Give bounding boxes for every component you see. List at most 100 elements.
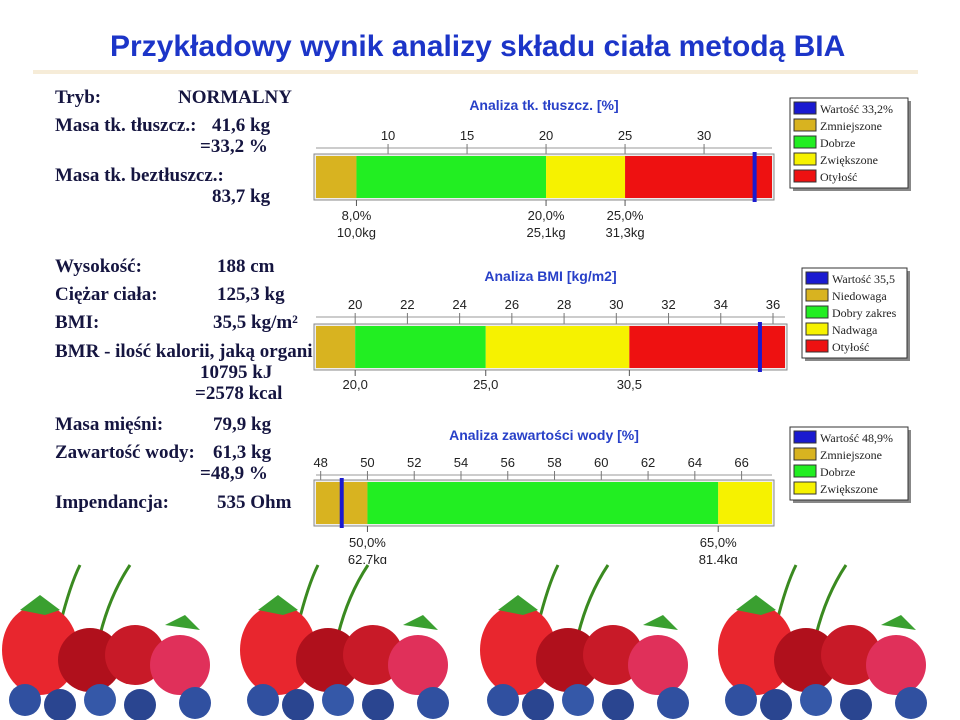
boundary-label: 31,3kg xyxy=(606,225,645,240)
legend-label: Wartość 33,2% xyxy=(820,102,893,116)
measurement-value: =48,9 % xyxy=(200,463,268,484)
legend-label: Wartość 35,5 xyxy=(832,272,895,286)
tick-label: 28 xyxy=(557,297,571,312)
report-border xyxy=(33,70,918,74)
boundary-label: 20,0 xyxy=(343,377,368,392)
legend-swatch xyxy=(793,169,817,183)
tick-label: 25 xyxy=(618,128,632,143)
measurement-value: 188 cm xyxy=(217,256,275,277)
legend-swatch xyxy=(805,305,829,319)
measurement-value: 35,5 kg/m² xyxy=(213,312,298,333)
tick-label: 62 xyxy=(641,455,655,470)
legend-swatch xyxy=(793,101,817,115)
measurement-value: 41,6 kg xyxy=(212,115,271,136)
tick-label: 22 xyxy=(400,297,414,312)
legend-label: Otyłość xyxy=(820,170,857,184)
tick-label: 32 xyxy=(661,297,675,312)
boundary-label: 10,0kg xyxy=(337,225,376,240)
boundary-label: 50,0% xyxy=(349,535,386,550)
legend-label: Wartość 48,9% xyxy=(820,431,893,445)
tick-label: 50 xyxy=(360,455,374,470)
legend-label: Nadwaga xyxy=(832,323,878,337)
legend-swatch xyxy=(805,288,829,302)
legend-swatch xyxy=(805,339,829,353)
tick-label: 20 xyxy=(348,297,362,312)
measurement-label: Zawartość wody: xyxy=(55,442,195,463)
boundary-label: 62,7kg xyxy=(348,552,387,567)
measurement-value: NORMALNY xyxy=(178,87,292,108)
boundary-label: 20,0% xyxy=(528,208,565,223)
boundary-label: 81,4kg xyxy=(699,552,738,567)
tick-label: 30 xyxy=(609,297,623,312)
segment xyxy=(546,156,626,198)
tick-label: 36 xyxy=(766,297,780,312)
tick-label: 10 xyxy=(381,128,395,143)
legend-label: Otyłość xyxy=(832,340,869,354)
analysis-panels: Analiza tk. tłuszcz. [%] 10 15 20 25 30 8,0% 10… xyxy=(313,97,911,567)
legend-swatch xyxy=(793,152,817,166)
measurement-label: Masa mięśni: xyxy=(55,414,163,435)
legend-swatch xyxy=(805,322,829,336)
boundary-label: 65,0% xyxy=(700,535,737,550)
measurement-label: Masa tk. beztłuszcz.: xyxy=(55,165,224,186)
legend-swatch xyxy=(793,447,817,461)
boundary-label: 30,5 xyxy=(617,377,642,392)
boundary-label: 25,1kg xyxy=(527,225,566,240)
measurement-value: 79,9 kg xyxy=(213,414,272,435)
tick-label: 24 xyxy=(452,297,466,312)
measurement-value: 61,3 kg xyxy=(213,442,272,463)
legend-swatch xyxy=(793,430,817,444)
measurement-value: 10795 kJ xyxy=(200,362,272,383)
segment xyxy=(718,482,772,524)
measurements: Tryb: NORMALNY Masa tk. tłuszcz.: 41,6 kg=3… xyxy=(55,87,313,513)
segment xyxy=(316,156,357,198)
tick-label: 48 xyxy=(313,455,327,470)
measurement-value: 125,3 kg xyxy=(217,284,285,305)
segment xyxy=(625,156,772,198)
legend-swatch xyxy=(793,118,817,132)
panel-title: Analiza BMI [kg/m2] xyxy=(484,268,616,284)
legend-label: Zmniejszone xyxy=(820,119,882,133)
measurement-label: Impendancja: xyxy=(55,492,169,513)
tick-label: 15 xyxy=(460,128,474,143)
tick-label: 30 xyxy=(697,128,711,143)
legend-swatch xyxy=(805,271,829,285)
measurement-label: Wysokość: xyxy=(55,256,142,277)
panel-title: Analiza tk. tłuszcz. [%] xyxy=(469,97,618,113)
legend-label: Zmniejszone xyxy=(820,448,882,462)
segment xyxy=(316,326,356,368)
tick-label: 60 xyxy=(594,455,608,470)
segment xyxy=(367,482,719,524)
tick-label: 58 xyxy=(547,455,561,470)
fruit-decoration xyxy=(0,563,929,720)
segment xyxy=(355,326,486,368)
legend-label: Zwiększone xyxy=(820,482,878,496)
boundary-label: 8,0% xyxy=(342,208,372,223)
legend-swatch xyxy=(793,481,817,495)
measurement-label: BMI: xyxy=(55,312,99,333)
measurement-value: =2578 kcal xyxy=(195,383,282,404)
tick-label: 64 xyxy=(688,455,702,470)
boundary-label: 25,0% xyxy=(607,208,644,223)
legend-label: Dobrze xyxy=(820,465,855,479)
segment xyxy=(485,326,630,368)
legend-swatch xyxy=(793,464,817,478)
measurement-label: BMR - ilość kalorii, jaką organi xyxy=(55,341,313,362)
legend-swatch xyxy=(793,135,817,149)
legend-label: Niedowaga xyxy=(832,289,887,303)
measurement-label: Tryb: xyxy=(55,87,101,108)
measurement-value: 83,7 kg xyxy=(212,186,271,207)
tick-label: 26 xyxy=(505,297,519,312)
tick-label: 56 xyxy=(501,455,515,470)
segment xyxy=(356,156,547,198)
legend-label: Dobry zakres xyxy=(832,306,897,320)
tick-label: 34 xyxy=(714,297,728,312)
tick-label: 52 xyxy=(407,455,421,470)
panel-title: Analiza zawartości wody [%] xyxy=(449,427,639,443)
tick-label: 66 xyxy=(734,455,748,470)
legend-label: Dobrze xyxy=(820,136,855,150)
measurement-label: Masa tk. tłuszcz.: xyxy=(55,115,196,136)
tick-label: 54 xyxy=(454,455,468,470)
measurement-label: Ciężar ciała: xyxy=(55,284,158,305)
